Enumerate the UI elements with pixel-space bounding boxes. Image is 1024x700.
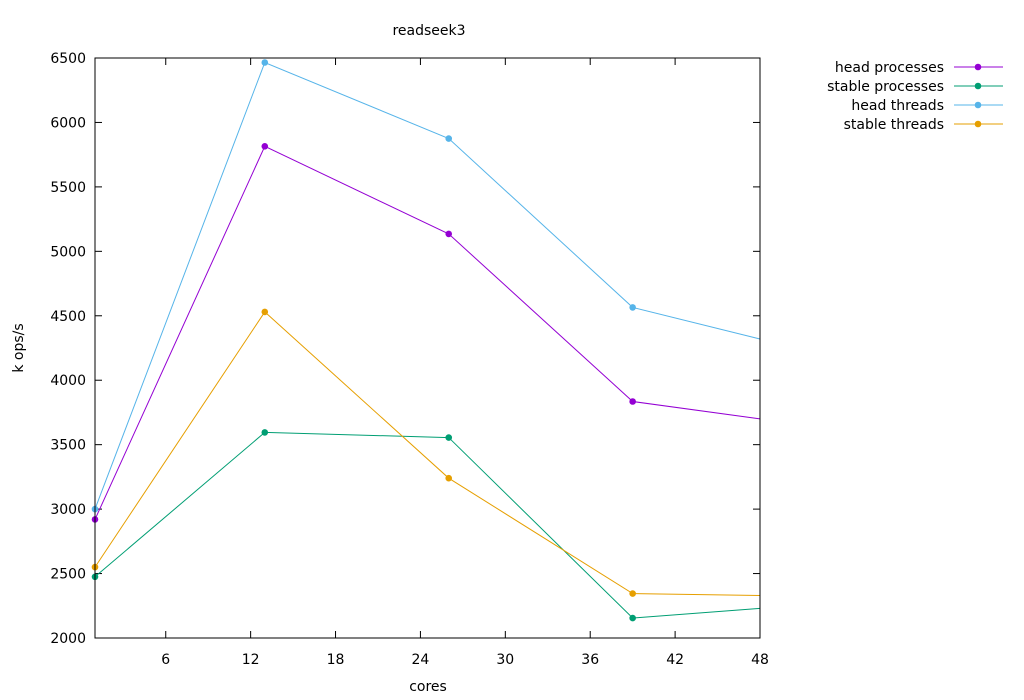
- y-tick-label: 4000: [50, 373, 86, 389]
- data-point: [445, 135, 453, 142]
- y-axis-label: k ops/s: [11, 323, 27, 372]
- legend-swatch-point: [974, 82, 982, 90]
- series-line: [94, 311, 761, 596]
- x-tick-label: 18: [327, 652, 345, 668]
- legend-swatch-point: [974, 101, 982, 109]
- legend-label: head processes: [835, 60, 944, 76]
- x-tick-label: 42: [666, 652, 684, 668]
- x-tick-label: 48: [751, 652, 769, 668]
- y-tick-label: 4500: [50, 309, 86, 325]
- y-tick-label: 5000: [50, 244, 86, 260]
- x-tick-label: 24: [412, 652, 430, 668]
- legend-entry: stable threads: [844, 117, 1003, 133]
- x-tick-label: 12: [242, 652, 260, 668]
- series-line: [94, 431, 761, 619]
- series-line: [94, 145, 761, 520]
- plot-series: [91, 59, 761, 622]
- legend-entry: stable processes: [827, 79, 1003, 95]
- legend-swatch-point: [974, 63, 982, 71]
- y-tick-label: 6500: [50, 51, 86, 67]
- series-line: [94, 61, 761, 510]
- series-head-threads: [91, 59, 761, 513]
- series-stable-threads: [91, 308, 761, 597]
- y-tick-label: 6000: [50, 115, 86, 131]
- data-point: [629, 590, 636, 597]
- y-tick-label: 3000: [50, 502, 86, 518]
- legend-label: stable threads: [844, 117, 944, 133]
- data-point: [261, 142, 269, 150]
- y-tick-label: 3500: [50, 438, 86, 454]
- y-tick-label: 2500: [50, 567, 86, 583]
- legend-entry: head threads: [851, 98, 1003, 114]
- data-point: [261, 59, 269, 66]
- data-point: [261, 308, 269, 316]
- x-tick-label: 6: [161, 652, 170, 668]
- data-point: [445, 230, 453, 238]
- data-point: [445, 434, 453, 441]
- data-point: [261, 429, 269, 436]
- x-tick-label: 36: [581, 652, 599, 668]
- legend-label: stable processes: [827, 79, 944, 95]
- legend-label: head threads: [851, 98, 944, 114]
- x-axis-label: cores: [409, 679, 447, 695]
- axis-ticks: 2000 2500 3000 3500 4000 4500 5000 5500 6000 6500…: [50, 51, 769, 668]
- series-head-processes: [91, 142, 761, 523]
- y-tick-label: 5500: [50, 180, 86, 196]
- data-point: [629, 398, 636, 405]
- y-tick-label: 2000: [50, 631, 86, 647]
- legend: head processes stable processes head threa…: [827, 60, 1003, 133]
- x-tick-label: 30: [496, 652, 514, 668]
- data-point: [629, 614, 636, 622]
- legend-entry: head processes: [835, 60, 1003, 76]
- plot-frame: [94, 57, 761, 639]
- data-point: [629, 304, 636, 311]
- data-point: [445, 474, 453, 482]
- legend-swatch-point: [974, 120, 982, 128]
- chart-title: readseek3: [392, 23, 465, 39]
